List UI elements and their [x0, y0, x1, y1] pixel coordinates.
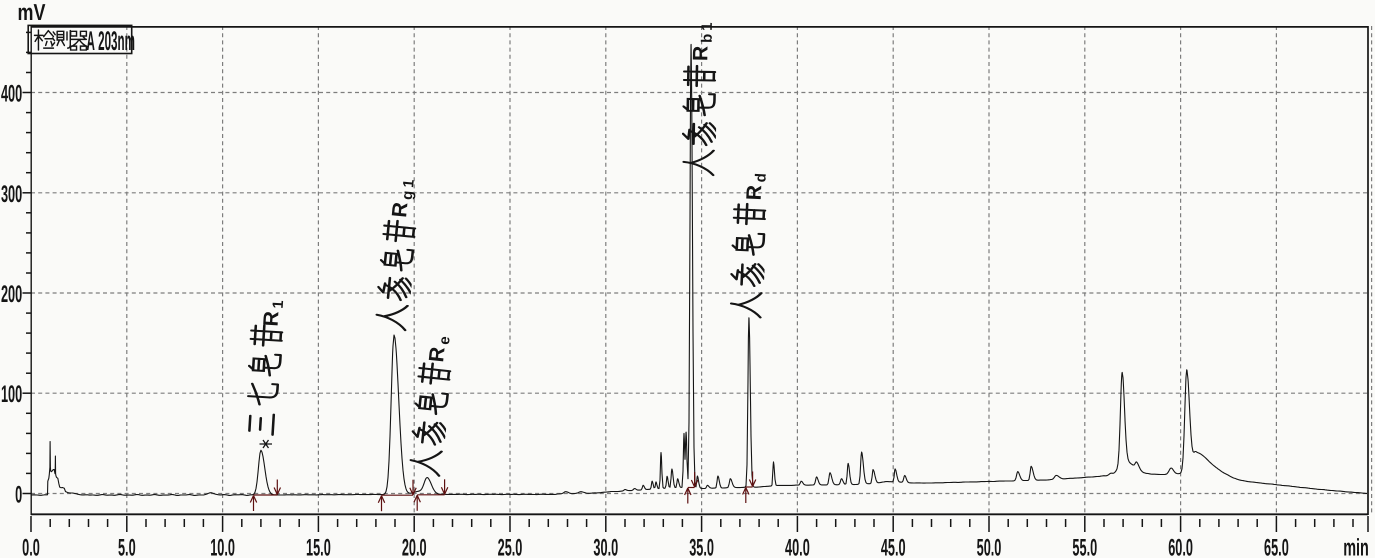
svg-text:60.0: 60.0: [1168, 534, 1193, 558]
svg-text:25.0: 25.0: [498, 534, 523, 558]
svg-text:400: 400: [1, 81, 22, 108]
svg-text:min: min: [1343, 534, 1369, 558]
svg-text:0.0: 0.0: [22, 534, 40, 558]
svg-text:40.0: 40.0: [785, 534, 810, 558]
svg-text:R1: R1: [259, 296, 287, 327]
svg-text:200: 200: [1, 281, 22, 308]
svg-text:5.0: 5.0: [118, 534, 136, 558]
svg-text:mV: mV: [18, 0, 46, 25]
svg-text:100: 100: [1, 381, 22, 408]
svg-text:15.0: 15.0: [306, 534, 331, 558]
svg-text:45.0: 45.0: [881, 534, 906, 558]
svg-text:65.0: 65.0: [1264, 534, 1289, 558]
svg-text:50.0: 50.0: [977, 534, 1002, 558]
svg-text:0: 0: [15, 482, 22, 509]
svg-text:A 203nm: A 203nm: [87, 26, 135, 56]
svg-text:55.0: 55.0: [1072, 534, 1097, 558]
svg-text:20.0: 20.0: [402, 534, 427, 558]
svg-text:30.0: 30.0: [593, 534, 618, 558]
svg-text:35.0: 35.0: [689, 534, 714, 558]
svg-text:10.0: 10.0: [210, 534, 235, 558]
svg-text:Rd: Rd: [743, 169, 770, 200]
svg-text:300: 300: [1, 181, 22, 208]
